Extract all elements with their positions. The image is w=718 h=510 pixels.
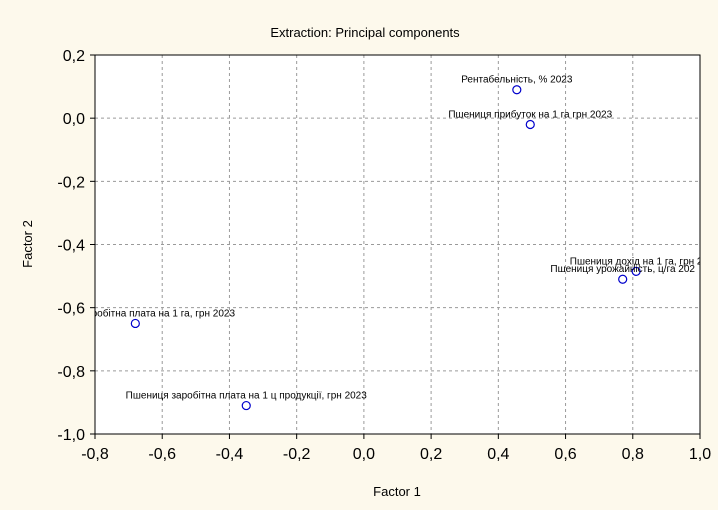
x-tick-label: -0,8 [81, 446, 109, 463]
y-tick-label: -0,8 [57, 364, 85, 381]
y-tick-label: -0,2 [57, 174, 85, 191]
x-tick-label: -0,6 [148, 446, 176, 463]
x-tick-label: -0,4 [216, 446, 244, 463]
data-point-label: Пшениця прибуток на 1 га грн 2023 [448, 108, 612, 120]
data-points [130, 85, 641, 411]
x-axis-title: Factor 1 [373, 484, 421, 499]
point-labels: Рентабельність, % 2023 Пшениця прибуток н… [36, 74, 703, 402]
x-tick-label: 1,0 [689, 446, 711, 463]
x-tick-label: 0,6 [554, 446, 576, 463]
y-tick-label: 0,2 [63, 48, 85, 65]
axis-ticks [90, 54, 701, 439]
data-point-label: Пшениця заробітна плата на 1 ц продукції… [126, 390, 368, 402]
grid-lines [95, 55, 700, 434]
data-point [631, 266, 641, 276]
x-tick-label: 0,2 [420, 446, 442, 463]
y-tick-label: -0,6 [57, 301, 85, 318]
data-point [512, 85, 522, 95]
y-tick-label: 0,0 [63, 111, 85, 128]
x-tick-label: -0,2 [283, 446, 311, 463]
data-point [618, 274, 628, 284]
data-point-label: Пшениця урожайність, ц/га 202 [550, 264, 695, 275]
data-point-label: Рентабельність, % 2023 [461, 74, 573, 86]
data-point-label: Пшениця заробітна плата на 1 га, грн 202… [36, 307, 236, 319]
x-tick-labels: -0,8 -0,6 -0,4 -0,2 0,0 0,2 0,4 0,6 0,8 1,0 [81, 446, 711, 463]
y-tick-label: -0,4 [57, 238, 85, 255]
chart-title: Extraction: Principal components [270, 25, 460, 40]
plot-frame [94, 54, 701, 435]
x-tick-label: 0,4 [487, 446, 509, 463]
y-axis-title: Factor 2 [20, 220, 35, 268]
x-tick-label: 0,8 [622, 446, 644, 463]
y-tick-label: -1,0 [57, 427, 85, 444]
data-point [525, 119, 535, 130]
data-point-label: Пшениця дохід на 1 га, грн 2 [570, 256, 703, 267]
y-tick-labels: 0,2 0,0 -0,2 -0,4 -0,6 -0,8 -1,0 [57, 48, 85, 444]
data-point [241, 400, 251, 411]
x-tick-label: 0,0 [353, 446, 375, 463]
data-point [130, 318, 140, 329]
